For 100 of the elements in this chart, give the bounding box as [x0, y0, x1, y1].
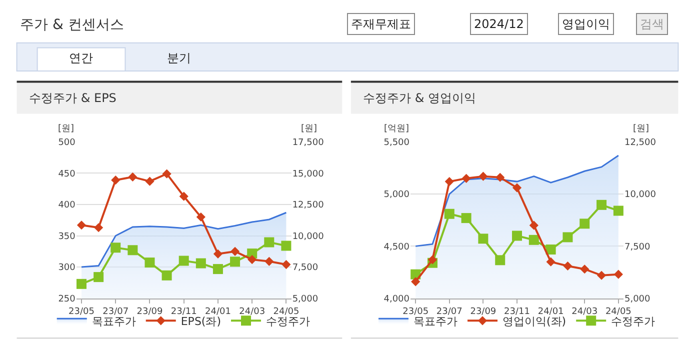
y-tick-label: 300 [58, 263, 76, 274]
point [580, 218, 590, 229]
y2-tick-label: 5,000 [624, 294, 651, 304]
point [76, 220, 86, 230]
point [411, 277, 420, 286]
y-tick-label: 350 [58, 232, 76, 242]
point [230, 256, 240, 267]
point [178, 256, 189, 266]
y-tick-label: 4,000 [384, 294, 410, 304]
legend-label: 수정주가 [611, 314, 656, 328]
point [528, 234, 539, 245]
y2-tick-label: 7,500 [292, 263, 318, 274]
y-tick-label: 500 [58, 138, 76, 148]
x-tick-label: 23/09 [470, 307, 496, 318]
point [512, 183, 522, 192]
x-tick-label: 23/07 [436, 307, 462, 318]
y-tick-label: 450 [58, 169, 76, 180]
y2-tick-label: 10,000 [292, 232, 324, 242]
y-axis-title: [원] [58, 124, 74, 134]
text: 주재무제표 [351, 17, 411, 31]
y2-tick-label: 17,500 [292, 138, 324, 148]
point [264, 256, 274, 266]
legend-label: 목표주가 [92, 314, 136, 328]
y2-tick-label: 10,000 [624, 190, 656, 200]
point [248, 254, 257, 264]
point [282, 260, 291, 270]
chart-title: 수정주가 & EPS [29, 91, 116, 105]
point [110, 242, 121, 253]
point [162, 169, 172, 178]
y-tick-label: 5,000 [384, 190, 410, 200]
point [145, 176, 154, 186]
point [428, 255, 438, 264]
point [179, 192, 188, 201]
point [613, 206, 624, 216]
text: 분기 [167, 51, 191, 65]
point [196, 258, 206, 268]
point [462, 174, 471, 183]
point [546, 244, 556, 255]
x-tick-label: 23/09 [136, 307, 163, 318]
point [478, 172, 488, 181]
y2-tick-label: 12,500 [292, 200, 324, 211]
legend-label: 목표주가 [414, 314, 458, 328]
point [495, 255, 506, 266]
point [196, 212, 206, 222]
x-tick-label: 24/03 [239, 307, 266, 318]
point [144, 258, 155, 268]
text: 검색 [640, 17, 664, 31]
x-tick-label: 23/05 [68, 307, 94, 318]
text: 연간 [69, 51, 93, 65]
x-tick-label: 24/05 [273, 307, 300, 318]
x-tick-label: 24/03 [572, 307, 598, 318]
x-tick-label: 23/11 [170, 307, 197, 318]
x-tick-label: 23/07 [102, 307, 129, 318]
point [444, 177, 454, 186]
x-tick-label: 24/01 [538, 307, 564, 318]
point [562, 232, 573, 242]
y2-tick-label: 15,000 [292, 169, 324, 180]
point [546, 257, 556, 266]
point [461, 213, 472, 224]
point [213, 249, 223, 258]
point [478, 234, 488, 244]
y-tick-label: 5,500 [384, 138, 410, 148]
y-tick-label: 4,500 [384, 242, 410, 252]
text: 주가 & 컨센서스 [20, 17, 124, 33]
point [230, 246, 240, 256]
y2-tick-label: 7,500 [624, 242, 651, 252]
y2-axis-title: [원] [301, 124, 318, 134]
point [264, 237, 274, 248]
y-tick-label: 250 [58, 294, 76, 304]
legend-label: 수정주가 [266, 314, 310, 328]
y-tick-label: 400 [58, 200, 76, 211]
point [512, 230, 522, 241]
x-tick-label: 23/11 [504, 307, 530, 318]
y2-axis-title: [원] [633, 124, 650, 134]
point [128, 172, 138, 182]
point [162, 270, 172, 280]
y-axis-title: [억원] [384, 124, 410, 134]
point [596, 200, 607, 210]
x-tick-label: 24/01 [205, 307, 231, 318]
point [614, 270, 623, 279]
x-tick-label: 23/05 [402, 307, 429, 318]
y2-tick-label: 5,000 [292, 294, 318, 304]
point [563, 261, 572, 271]
x-tick-label: 24/05 [605, 307, 632, 318]
point [596, 270, 606, 280]
legend-label: EPS(좌) [180, 314, 222, 328]
point [212, 264, 223, 274]
chart-title: 수정주가 & 영업이익 [363, 91, 476, 105]
text: 2024/12 [474, 17, 524, 31]
point [444, 208, 454, 219]
point [94, 272, 104, 282]
point [128, 245, 138, 256]
text: 영업이익 [562, 17, 610, 31]
point [94, 223, 104, 232]
point [496, 172, 505, 182]
point [281, 240, 292, 251]
point [111, 176, 120, 185]
point [580, 264, 590, 274]
legend-label: 영업이익(좌) [502, 314, 566, 328]
point [76, 278, 87, 289]
